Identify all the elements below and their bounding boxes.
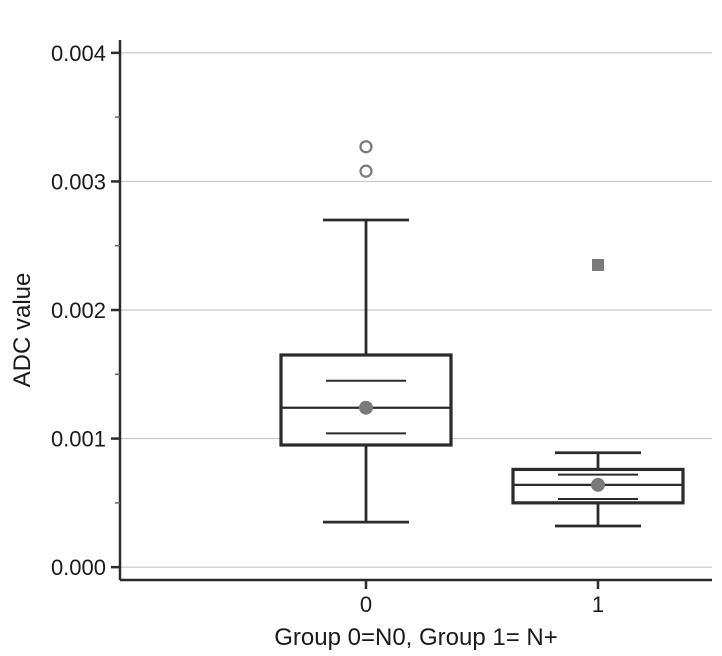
grid-lines xyxy=(120,52,712,568)
y-tick-label: 0.002 xyxy=(51,298,106,323)
outlier-point xyxy=(592,259,604,271)
mean-marker xyxy=(591,477,605,492)
y-tick-label: 0.000 xyxy=(51,555,106,580)
y-tick-label: 0.001 xyxy=(51,427,106,452)
x-tick-label: 0 xyxy=(360,592,372,617)
y-tick-label: 0.004 xyxy=(51,41,106,66)
y-tick-label: 0.003 xyxy=(51,169,106,194)
outlier-point xyxy=(359,140,373,154)
y-ticks: 0.000 0.001 0.002 0.003 0.004 xyxy=(51,41,120,580)
mean-marker xyxy=(359,400,373,415)
box-group-1 xyxy=(511,259,685,528)
boxes xyxy=(279,140,685,528)
x-tick-label: 1 xyxy=(592,592,604,617)
x-axis-title: Group 0=N0, Group 1= N+ xyxy=(274,624,558,651)
iqr-box xyxy=(279,353,453,447)
y-axis-title: ADC value xyxy=(9,273,36,388)
box-group-0 xyxy=(279,140,453,524)
outlier-point xyxy=(359,164,373,178)
